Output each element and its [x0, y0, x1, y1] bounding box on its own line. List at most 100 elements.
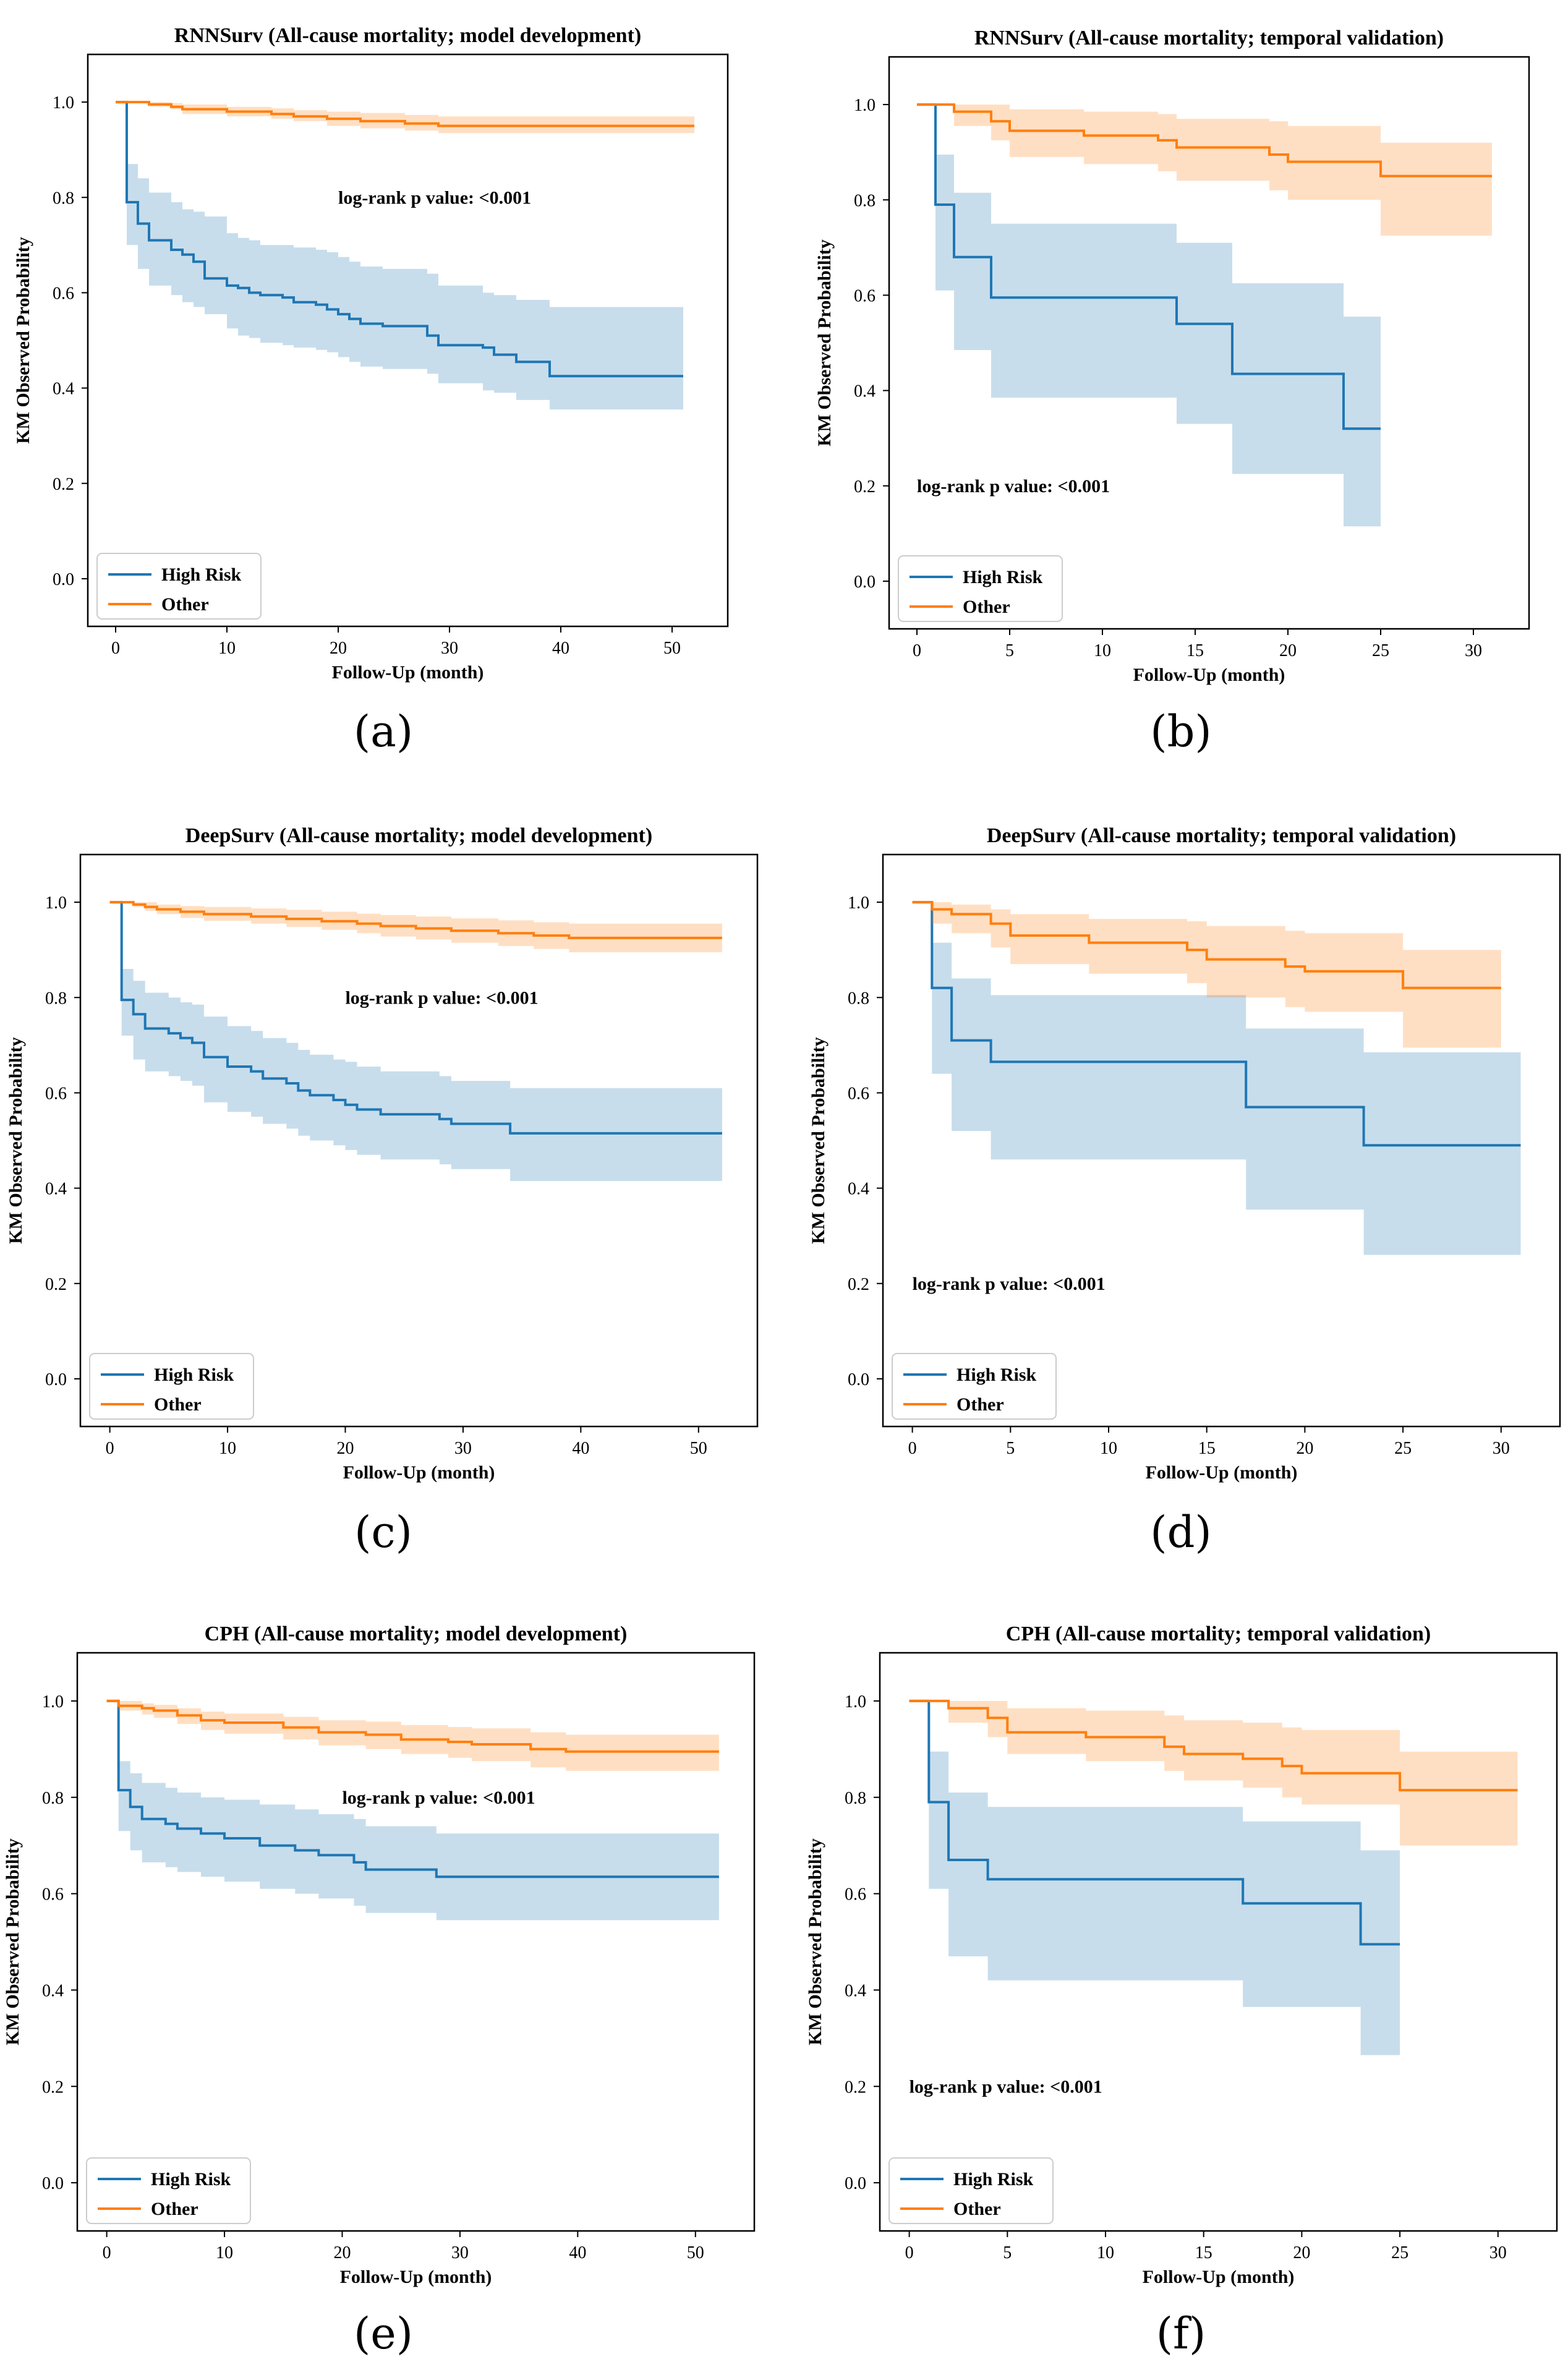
y-tick-label: 0.6 — [854, 286, 876, 305]
ci-band-other — [106, 1700, 719, 1771]
y-tick-label: 0.8 — [42, 1789, 64, 1808]
legend-label-other: Other — [957, 1394, 1004, 1415]
sublabel-e: (e) — [353, 2308, 414, 2359]
legend-label-high-risk: High Risk — [154, 1365, 234, 1385]
y-axis-label: KM Observed Probability — [808, 1037, 829, 1243]
x-tick-label: 0 — [913, 641, 921, 660]
x-tick-label: 10 — [1097, 2243, 1114, 2262]
y-tick-label: 0.0 — [45, 1370, 67, 1389]
x-axis-label: Follow-Up (month) — [1133, 665, 1285, 685]
x-tick-label: 10 — [1100, 1439, 1117, 1458]
ci-band-high-risk — [917, 104, 1381, 527]
x-tick-label: 10 — [219, 1439, 236, 1458]
y-tick-label: 0.8 — [53, 189, 74, 208]
y-tick-label: 0.4 — [845, 1981, 866, 2000]
legend-label-high-risk: High Risk — [953, 2169, 1034, 2190]
x-tick-label: 5 — [1003, 2243, 1012, 2262]
ci-band-other — [917, 104, 1492, 236]
ci-band-other — [909, 1700, 1518, 1846]
km-line-other — [106, 1699, 719, 1753]
x-tick-label: 15 — [1195, 2243, 1212, 2262]
x-axis-label: Follow-Up (month) — [1143, 2267, 1295, 2287]
legend-label-high-risk: High Risk — [963, 567, 1043, 587]
x-tick-label: 0 — [103, 2243, 111, 2262]
ci-band-high-risk — [106, 1700, 719, 1921]
y-axis-label: KM Observed Probability — [2, 1838, 23, 2045]
x-tick-label: 5 — [1006, 1439, 1015, 1458]
chart-c: 0.0 0.2 0.4 0.6 0.8 1.0 0 10 20 30 40 50 DeepSurv (A… — [6, 824, 759, 1483]
y-tick-label: 1.0 — [53, 93, 74, 113]
ci-band-high-risk — [116, 102, 683, 427]
chart-title: CPH (All-cause mortality; model developm… — [205, 1622, 628, 1645]
logrank-annotation: log-rank p value: <0.001 — [345, 987, 538, 1008]
y-axis-label: KM Observed Probability — [805, 1838, 825, 2045]
legend-label-high-risk: High Risk — [151, 2169, 231, 2190]
x-tick-label: 20 — [1296, 1439, 1313, 1458]
x-tick-label: 30 — [1493, 1439, 1510, 1458]
legend-label-other: Other — [953, 2199, 1001, 2219]
y-tick-label: 0.4 — [848, 1180, 869, 1199]
x-tick-label: 10 — [216, 2243, 233, 2262]
km-line-high-risk — [912, 901, 1521, 1147]
x-tick-label: 40 — [569, 2243, 586, 2262]
sublabel-c: (c) — [354, 1507, 412, 1558]
x-tick-label: 50 — [690, 1439, 707, 1458]
x-tick-label: 20 — [336, 1439, 354, 1458]
y-tick-label: 0.6 — [53, 284, 74, 303]
x-tick-label: 25 — [1372, 641, 1389, 660]
x-tick-label: 30 — [454, 1439, 472, 1458]
x-tick-label: 5 — [1005, 641, 1014, 660]
logrank-annotation: log-rank p value: <0.001 — [338, 187, 531, 208]
x-tick-label: 0 — [905, 2243, 914, 2262]
plot-frame — [87, 53, 729, 628]
x-tick-label: 25 — [1394, 1439, 1412, 1458]
y-tick-label: 0.4 — [854, 382, 876, 401]
x-tick-label: 15 — [1187, 641, 1204, 660]
x-tick-label: 0 — [908, 1439, 917, 1458]
y-tick-label: 0.2 — [848, 1275, 869, 1294]
y-tick-label: 0.0 — [845, 2174, 866, 2193]
chart-title: CPH (All-cause mortality; temporal valid… — [1006, 1622, 1431, 1645]
y-tick-label: 0.4 — [53, 380, 74, 399]
x-axis-label: Follow-Up (month) — [340, 2267, 492, 2287]
plot-frame — [79, 853, 759, 1428]
x-axis-label: Follow-Up (month) — [332, 662, 484, 683]
y-tick-label: 1.0 — [854, 96, 876, 115]
x-tick-label: 30 — [451, 2243, 469, 2262]
plot-frame — [888, 56, 1530, 630]
sublabel-a: (a) — [353, 706, 414, 757]
y-tick-label: 1.0 — [42, 1692, 64, 1712]
y-axis-label: KM Observed Probability — [814, 239, 835, 446]
y-tick-label: 0.6 — [845, 1885, 866, 1904]
y-tick-label: 0.6 — [848, 1084, 869, 1103]
legend: High Risk Other — [888, 2157, 1054, 2224]
legend-label-other: Other — [154, 1394, 202, 1415]
km-line-high-risk — [917, 103, 1381, 430]
y-tick-label: 1.0 — [45, 893, 67, 913]
y-tick-label: 0.4 — [42, 1981, 64, 2000]
x-tick-label: 0 — [106, 1439, 114, 1458]
legend-box — [888, 2157, 1054, 2224]
x-tick-label: 50 — [687, 2243, 704, 2262]
x-tick-label: 30 — [1465, 641, 1482, 660]
x-tick-label: 20 — [333, 2243, 351, 2262]
y-tick-label: 0.8 — [854, 191, 876, 210]
legend: High Risk Other — [86, 2157, 251, 2224]
x-tick-label: 40 — [572, 1439, 589, 1458]
chart-a: 0.0 0.2 0.4 0.6 0.8 1.0 0 10 20 30 40 50 RNNSurv (Al… — [13, 24, 729, 683]
legend: High Risk Other — [89, 1353, 254, 1420]
sublabel-b: (b) — [1150, 706, 1212, 757]
km-line-other — [109, 901, 722, 939]
x-axis-label: Follow-Up (month) — [1146, 1462, 1298, 1483]
x-tick-label: 30 — [441, 639, 458, 658]
legend-box — [898, 555, 1063, 622]
plot-frame — [882, 853, 1561, 1428]
km-line-other — [909, 1699, 1518, 1792]
x-tick-label: 10 — [1094, 641, 1111, 660]
y-tick-label: 0.8 — [845, 1789, 866, 1808]
legend-box — [89, 1353, 254, 1420]
legend-box — [892, 1353, 1057, 1420]
plot-frame — [76, 1652, 756, 2232]
sublabel-d: (d) — [1150, 1507, 1212, 1558]
